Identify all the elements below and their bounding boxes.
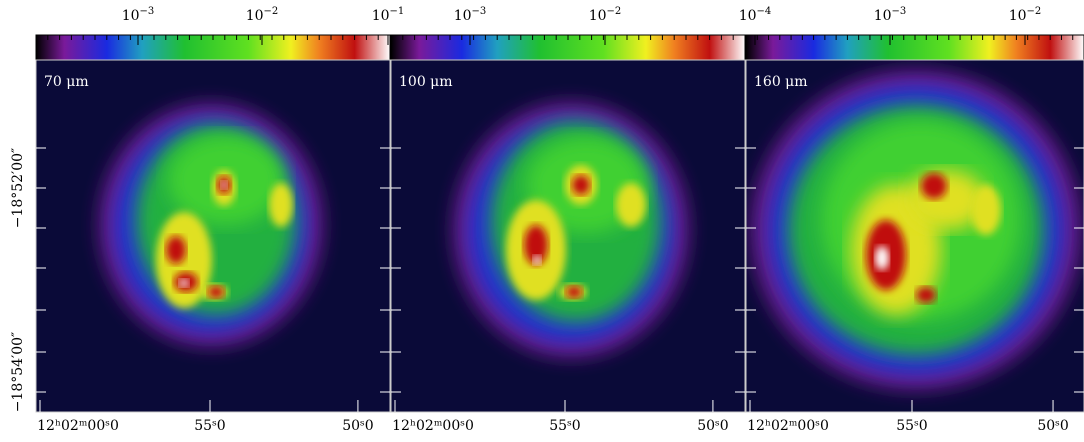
x-tick-label: 12ʰ02ᵐ00ˢ0 [747,418,829,434]
emission-region [916,287,936,303]
emission [99,103,323,347]
tick-base: 10 [589,8,607,24]
emission-region [179,279,189,287]
x-tick-label: 12ʰ02ᵐ00ˢ0 [37,418,119,434]
x-tick-label: 50ˢ0 [1037,418,1068,434]
emission [453,102,689,358]
tick-base: 10 [1009,8,1027,24]
emission-region [572,175,590,195]
colorbar-tick-label: 10−4 [739,6,772,24]
tick-base: 10 [246,8,264,24]
map-image [746,60,1084,412]
emission-region [533,255,541,265]
emission-region [971,185,1001,235]
x-tick-label: 50ˢ0 [342,418,373,434]
map-image [36,60,390,412]
emission-region [921,173,947,199]
tick-base: 10 [454,8,472,24]
band-label: 160 μm [754,74,808,90]
tick-base: 10 [874,8,892,24]
x-tick-label: 12ʰ02ᵐ00ˢ0 [392,418,474,434]
emission-region [616,183,646,227]
colorbar-tick-label: 10−2 [246,6,279,24]
colorbar-tick-label: 10−2 [589,6,622,24]
tick-exponent: −4 [757,6,772,17]
x-tick-label: 55ˢ0 [896,418,927,434]
tick-base: 10 [739,8,757,24]
emission-region [166,236,186,264]
y-tick-label: −18°52′00″ [10,148,26,229]
x-tick-label: 50ˢ0 [697,418,728,434]
emission-region [566,286,582,298]
emission-region [269,183,293,227]
tick-base: 10 [372,8,390,24]
map-image [391,60,745,412]
x-tick-label: 55ˢ0 [549,418,580,434]
tick-exponent: −2 [1027,6,1042,17]
band-label: 70 μm [44,74,89,90]
emission [751,70,1081,390]
colorbar-tick-label: 10−3 [454,6,487,24]
tick-exponent: −3 [140,6,155,17]
colorbar-tick-label: 10−3 [874,6,907,24]
emission-region [221,181,227,189]
tick-base: 10 [122,8,140,24]
tick-exponent: −3 [892,6,907,17]
colorbar-tick-label: 10−2 [1009,6,1042,24]
y-tick-label: −18°54′00″ [10,332,26,413]
tick-exponent: −3 [472,6,487,17]
x-tick-label: 55ˢ0 [194,418,225,434]
tick-exponent: −2 [264,6,279,17]
tick-exponent: −1 [390,6,405,17]
colorbar-tick-label: 10−1 [372,6,405,24]
figure: 10−310−210−170 μm12ʰ02ᵐ00ˢ055ˢ050ˢ010−31… [0,0,1084,438]
emission-region [208,286,224,298]
emission-region [875,246,889,270]
colorbar-tick-label: 10−3 [122,6,155,24]
tick-exponent: −2 [607,6,622,17]
band-label: 100 μm [399,74,453,90]
